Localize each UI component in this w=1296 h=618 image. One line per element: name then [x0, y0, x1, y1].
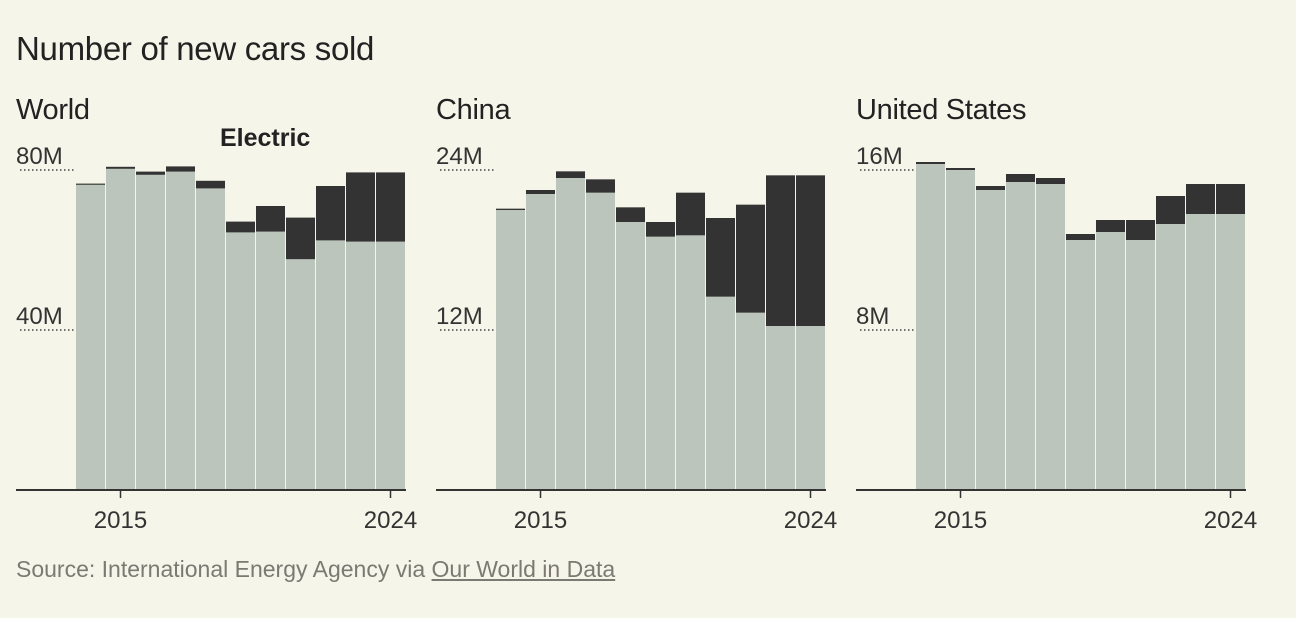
panel-title: World [16, 94, 90, 126]
y-tick-label: 8M [856, 303, 889, 330]
bar-electric [76, 183, 105, 185]
x-tick-label: 2024 [1204, 507, 1257, 534]
bar-non-electric [1216, 214, 1245, 490]
bar-non-electric [616, 222, 645, 490]
bar-non-electric [106, 168, 135, 491]
electric-annotation: Electric [220, 124, 310, 152]
bar-non-electric [76, 184, 105, 491]
bar-electric [916, 162, 945, 164]
bar-non-electric [706, 296, 735, 490]
chart-title: Number of new cars sold [16, 30, 375, 67]
bar-non-electric [316, 240, 345, 490]
y-tick-label: 40M [16, 303, 63, 330]
bar-non-electric [1156, 224, 1185, 490]
chart-united-states: 16M 8M 2015 2024 [856, 143, 1257, 534]
bar-non-electric [376, 241, 405, 490]
bar-electric [1216, 184, 1245, 214]
bar-electric [1036, 178, 1065, 184]
bar-non-electric [256, 231, 285, 490]
bar-electric [1186, 184, 1215, 214]
bar-electric [286, 217, 315, 260]
panel-title: United States [856, 94, 1027, 126]
bar-electric [166, 166, 195, 172]
x-tick-label: 2024 [364, 507, 417, 534]
bar-non-electric [1096, 232, 1125, 490]
source-link[interactable]: Our World in Data [431, 556, 616, 582]
x-tick-label: 2015 [514, 507, 567, 534]
bar-electric [676, 192, 705, 236]
bar-non-electric [496, 210, 525, 490]
bar-electric [526, 190, 555, 194]
bar-electric [196, 180, 225, 189]
bar-electric [376, 172, 405, 242]
bar-non-electric [796, 326, 825, 490]
bar-electric [616, 207, 645, 222]
bar-electric [646, 222, 675, 237]
panel-title: China [436, 94, 511, 126]
bar-electric [106, 166, 135, 169]
bar-non-electric [136, 174, 165, 491]
bar-non-electric [346, 241, 375, 490]
bar-non-electric [676, 235, 705, 490]
y-tick-label: 16M [856, 143, 903, 170]
bar-non-electric [226, 232, 255, 490]
bar-electric [946, 168, 975, 170]
bar-electric [1096, 220, 1125, 232]
bar-non-electric [196, 188, 225, 490]
bar-electric [496, 208, 525, 210]
y-tick-label: 12M [436, 303, 483, 330]
bar-electric [346, 172, 375, 242]
bar-non-electric [1186, 214, 1215, 490]
bar-non-electric [946, 170, 975, 490]
bar-non-electric [646, 236, 675, 490]
bar-non-electric [916, 164, 945, 490]
bar-non-electric [556, 178, 585, 490]
bar-non-electric [526, 194, 555, 490]
bar-electric [316, 186, 345, 241]
y-tick-label: 80M [16, 143, 63, 170]
chart-world: 80M 40M 2015 2024 Electric [16, 124, 417, 534]
bar-electric [256, 206, 285, 232]
y-tick-label: 24M [436, 143, 483, 170]
bar-non-electric [586, 192, 615, 490]
bar-electric [586, 179, 615, 193]
bar-electric [1126, 220, 1155, 240]
source-note: Source: International Energy Agency via … [16, 556, 615, 583]
bar-non-electric [766, 326, 795, 490]
bar-electric [1006, 174, 1035, 182]
bar-electric [1156, 196, 1185, 224]
bar-non-electric [1126, 240, 1155, 490]
x-tick-label: 2015 [94, 507, 147, 534]
bar-non-electric [736, 312, 765, 490]
bar-electric [556, 171, 585, 178]
bar-electric [226, 221, 255, 233]
bar-non-electric [1066, 240, 1095, 490]
panel-world: World 80M 40M 2015 2024 Electric [16, 92, 417, 542]
panel-china: China 24M 12M 2015 2024 [436, 92, 837, 542]
x-tick-label: 2015 [934, 507, 987, 534]
bar-non-electric [1036, 184, 1065, 490]
bar-non-electric [166, 171, 195, 490]
bar-electric [706, 218, 735, 297]
x-tick-label: 2024 [784, 507, 837, 534]
source-text: Source: International Energy Agency via [16, 556, 432, 582]
chart-china: 24M 12M 2015 2024 [436, 143, 837, 534]
bar-electric [736, 204, 765, 313]
bar-electric [976, 186, 1005, 190]
bar-electric [766, 175, 795, 326]
bar-non-electric [1006, 182, 1035, 490]
panel-united-states: United States 16M 8M 2015 2024 [856, 92, 1257, 542]
bar-non-electric [976, 190, 1005, 490]
bar-electric [136, 171, 165, 175]
bar-non-electric [286, 259, 315, 490]
bar-electric [796, 175, 825, 326]
bar-electric [1066, 234, 1095, 240]
